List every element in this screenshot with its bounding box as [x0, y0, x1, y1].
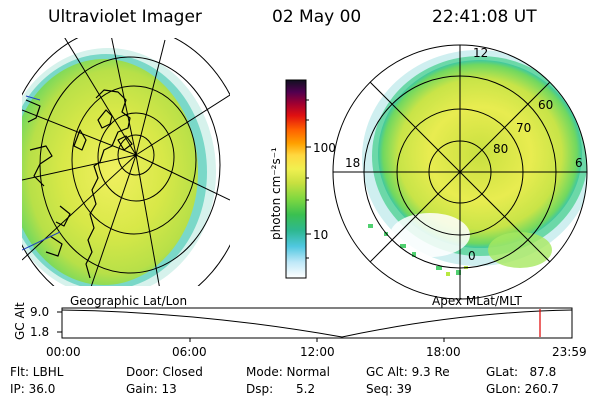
time-tick-0000: 00:00 — [46, 345, 81, 359]
status-glat: GLat: 87.8 — [486, 365, 557, 379]
status-gain: Gain: 13 — [126, 382, 177, 396]
colorbar-tick-100: 100 — [313, 141, 336, 155]
mlt-label-6: 6 — [575, 156, 583, 170]
gc-alt-axis-label: GC Alt — [13, 302, 27, 340]
alt-tick-9: 9.0 — [30, 305, 50, 319]
mlat-label-80: 80 — [493, 142, 509, 156]
status-seq: Seq: 39 — [366, 382, 412, 396]
time-tick-1800: 18:00 — [426, 345, 461, 359]
alt-tick-1-8: 1.8 — [30, 325, 50, 339]
geographic-panel-label: Geographic Lat/Lon — [70, 294, 188, 308]
instrument-title: Ultraviolet Imager — [48, 7, 202, 27]
status-door: Door: Closed — [126, 365, 203, 379]
apex-panel-label: Apex MLat/MLT — [432, 294, 522, 308]
observation-date: 02 May 00 — [272, 7, 362, 27]
altitude-plot — [57, 307, 573, 342]
status-dsp: Dsp: 5.2 — [246, 382, 316, 396]
colorbar-tick-10: 10 — [313, 228, 329, 242]
mlt-label-12: 12 — [473, 46, 489, 60]
observation-time: 22:41:08 UT — [432, 7, 537, 27]
status-gc-alt: GC Alt: 9.3 Re — [366, 365, 450, 379]
mlt-label-0: 0 — [468, 249, 476, 263]
time-tick-0600: 06:00 — [172, 345, 207, 359]
status-glon: GLon: 260.7 — [486, 382, 559, 396]
geographic-image — [22, 38, 230, 286]
mlt-label-18: 18 — [345, 156, 361, 170]
time-tick-2359: 23:59 — [552, 345, 587, 359]
mlat-label-70: 70 — [516, 121, 532, 135]
status-mode: Mode: Normal — [246, 365, 330, 379]
mlat-label-60: 60 — [538, 98, 554, 112]
status-ip: IP: 36.0 — [10, 382, 56, 396]
colorbar — [285, 79, 311, 279]
colorbar-unit-label: photon cm⁻²s⁻¹ — [269, 147, 283, 240]
status-filter: Flt: LBHL — [10, 365, 64, 379]
apex-image — [332, 44, 588, 300]
time-tick-1200: 12:00 — [300, 345, 335, 359]
